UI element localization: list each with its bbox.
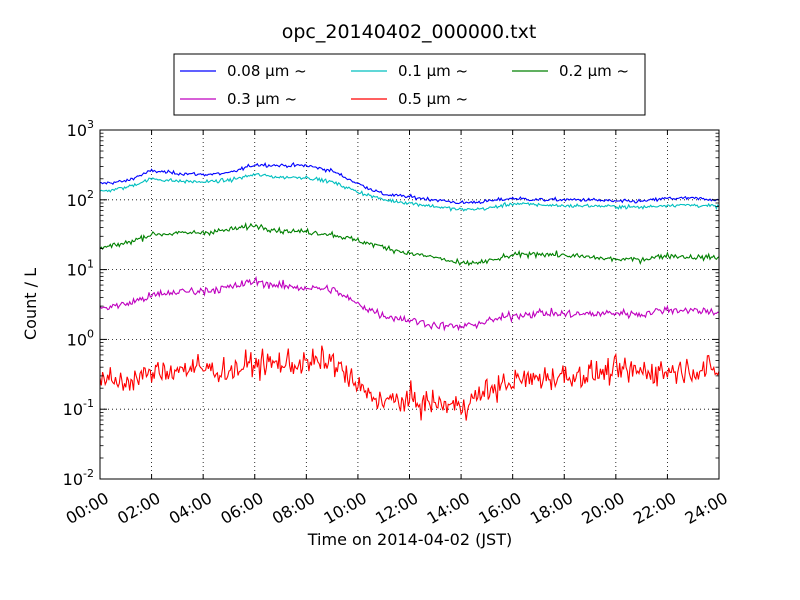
legend-box: [173, 53, 646, 116]
y-tick-label: 100: [67, 327, 94, 349]
y-tick-labels: 10-2 10-1 100 101 102 103: [63, 118, 94, 489]
series-line-1: [99, 172, 720, 212]
series-lines: [99, 162, 720, 421]
legend-label-0: 0.08 μm ~: [227, 62, 307, 80]
plot-area: [100, 130, 719, 479]
legend-label-2: 0.2 μm ~: [559, 62, 629, 80]
y-axis-label: Count / L: [21, 268, 40, 340]
y-tick-label: 103: [67, 118, 94, 140]
series-line-4: [99, 345, 720, 421]
chart-title: opc_20140402_000000.txt: [282, 21, 537, 43]
legend: 0.08 μm ~ 0.1 μm ~ 0.2 μm ~ 0.3 μm ~ 0.5 μm …: [173, 53, 646, 116]
legend-label-3: 0.3 μm ~: [227, 90, 297, 108]
y-tick-label: 10-1: [63, 397, 94, 419]
series-line-2: [99, 221, 720, 267]
series-line-0: [99, 162, 720, 205]
y-tick-label: 102: [67, 188, 94, 210]
legend-label-1: 0.1 μm ~: [398, 62, 468, 80]
series-line-3: [99, 275, 720, 332]
y-tick-label: 10-2: [63, 467, 94, 489]
y-tick-label: 101: [67, 258, 94, 280]
legend-label-4: 0.5 μm ~: [398, 90, 468, 108]
axes-frame: [99, 129, 720, 480]
x-axis-label: Time on 2014-04-02 (JST): [307, 530, 512, 549]
